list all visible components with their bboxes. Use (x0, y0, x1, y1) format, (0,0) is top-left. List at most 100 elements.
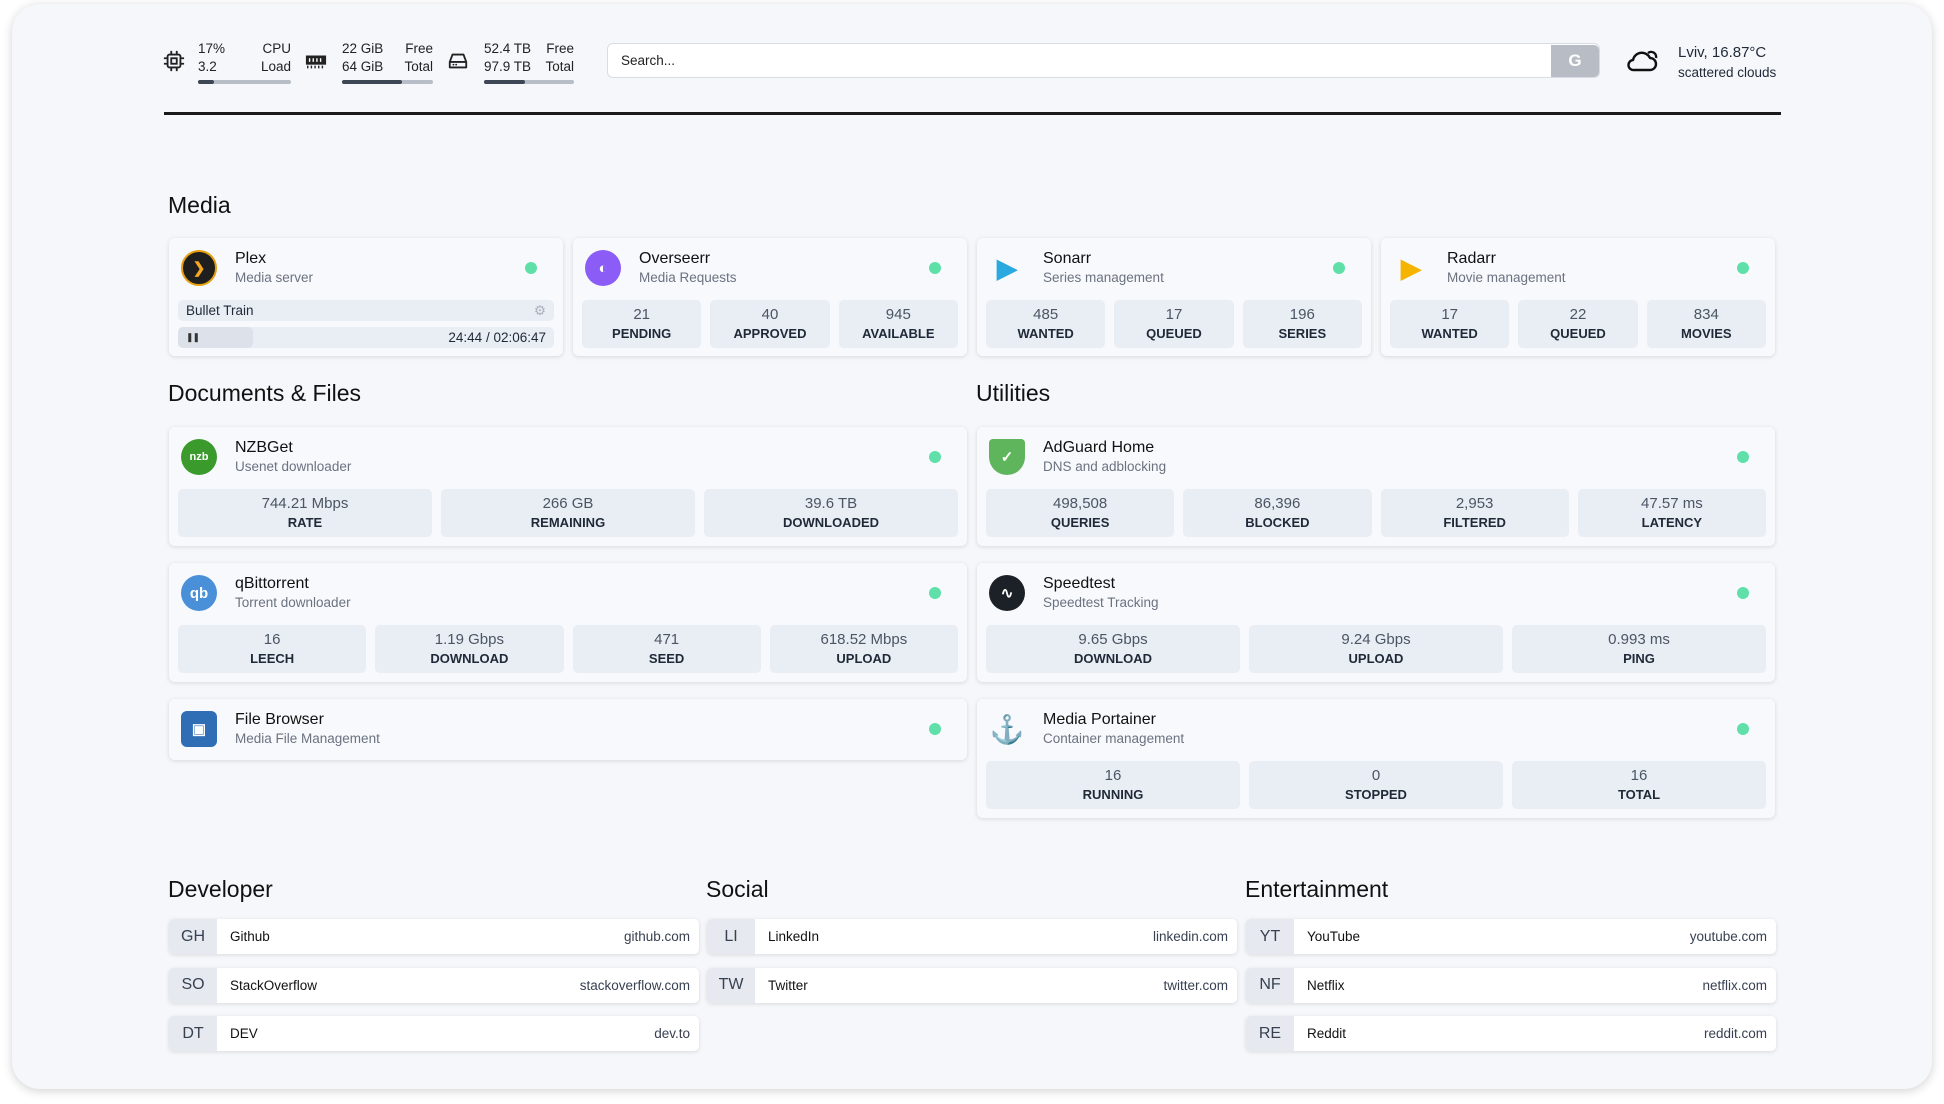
bookmark-abbr: TW (707, 967, 755, 1003)
service-title[interactable]: Speedtest (1043, 575, 1116, 592)
card-text: Sonarr Series management (1043, 249, 1333, 287)
search-input[interactable] (608, 53, 1551, 68)
service-title[interactable]: NZBGet (235, 439, 293, 456)
service-card-speedtest[interactable]: ∿ Speedtest Speedtest Tracking 9.65 Gbps DOW… (977, 563, 1775, 682)
card-text: qBittorrent Torrent downloader (235, 574, 929, 612)
stat-label: PENDING (612, 326, 672, 341)
bookmark-name: Netflix (1307, 977, 1345, 993)
pause-icon[interactable]: ❚❚ (186, 332, 200, 342)
stat-wanted: 485 WANTED (986, 300, 1106, 348)
stat-label: AVAILABLE (862, 326, 935, 341)
stat-label: REMAINING (530, 515, 606, 530)
service-title[interactable]: Radarr (1447, 250, 1496, 267)
service-title[interactable]: Plex (235, 250, 267, 267)
stat-label: UPLOAD (1348, 651, 1404, 666)
card-header: ▶ Radarr Movie management (1393, 250, 1763, 286)
stats-row: 21 PENDING 40 APPROVED 945 AVAILABLE (582, 300, 958, 348)
status-online-indicator (929, 451, 941, 463)
bookmark-name: DEV (230, 1026, 258, 1041)
stat-available: 945 AVAILABLE (838, 300, 958, 348)
card-header: ∿ Speedtest Speedtest Tracking (989, 575, 1763, 611)
bookmark-dev[interactable]: DT DEV dev.to (169, 1016, 699, 1051)
card-text: AdGuard Home DNS and adblocking (1043, 438, 1737, 476)
service-card-radarr[interactable]: ▶ Radarr Movie management 17 WANTED 22 QUEUED 8… (1381, 238, 1775, 356)
service-title[interactable]: qBittorrent (235, 575, 309, 592)
stats-row: 17 WANTED 22 QUEUED 834 MOVIES (1390, 300, 1766, 348)
weather-widget: Lviv, 16.87°C scattered clouds (1678, 43, 1776, 83)
stat-value: 9.24 Gbps (1341, 631, 1411, 648)
usage-fill (484, 80, 526, 84)
status-online-indicator (929, 723, 941, 735)
stat-download: 9.65 Gbps DOWNLOAD (986, 625, 1240, 673)
service-card-portainer[interactable]: ⚓ Media Portainer Container management 16 RU… (977, 699, 1775, 818)
service-card-qbittorrent[interactable]: qb qBittorrent Torrent downloader 16 LEECH 1.… (169, 563, 967, 682)
total-label: Total (545, 59, 574, 74)
bookmark-youtube[interactable]: YT YouTube youtube.com (1246, 919, 1776, 954)
status-online-indicator (929, 587, 941, 599)
bookmark-url: netflix.com (1702, 977, 1767, 993)
service-card-plex[interactable]: ❯ Plex Media server Bullet Train ⚙ ❚❚ 24:44 / … (169, 238, 563, 356)
stat-filtered: 2,953 FILTERED (1380, 489, 1569, 537)
bookmark-reddit[interactable]: RE Reddit reddit.com (1246, 1016, 1776, 1051)
load-label: Load (260, 59, 291, 74)
cloud-sun-icon (1627, 50, 1658, 72)
stats-row: 498,508 QUERIES 86,396 BLOCKED 2,953 FILTERED… (986, 489, 1766, 537)
speedtest-icon: ∿ (989, 575, 1025, 611)
bookmark-twitter[interactable]: TW Twitter twitter.com (707, 967, 1237, 1003)
service-title[interactable]: Overseerr (639, 250, 711, 267)
service-title[interactable]: AdGuard Home (1043, 439, 1155, 456)
service-title[interactable]: Sonarr (1043, 250, 1092, 267)
stats-row: 485 WANTED 17 QUEUED 196 SERIES (986, 300, 1362, 348)
stat-value: 16 (1630, 767, 1648, 784)
bookmark-url: stackoverflow.com (579, 977, 690, 993)
bookmark-url: twitter.com (1163, 977, 1228, 993)
section-title-social: Social (706, 876, 769, 902)
stat-label: PING (1623, 651, 1655, 666)
weather-description: scattered clouds (1678, 65, 1777, 80)
service-card-nzbget[interactable]: nzb NZBGet Usenet downloader 744.21 Mbps RAT… (169, 427, 967, 546)
stat-label: DOWNLOADED (782, 515, 880, 530)
service-card-adguard[interactable]: ✓ AdGuard Home DNS and adblocking 498,508 QU… (977, 427, 1775, 546)
service-title[interactable]: File Browser (235, 711, 324, 728)
service-card-overseerr[interactable]: ◐ Overseerr Media Requests 21 PENDING 40 APPRO… (573, 238, 967, 356)
bookmark-stackoverflow[interactable]: SO StackOverflow stackoverflow.com (169, 967, 699, 1003)
card-header: ⚓ Media Portainer Container management (989, 711, 1763, 747)
now-playing-row[interactable]: Bullet Train ⚙ (178, 300, 554, 321)
service-title[interactable]: Media Portainer (1043, 711, 1156, 728)
bookmark-name: LinkedIn (768, 929, 820, 944)
stat-value: 40 (761, 306, 779, 323)
stat-stopped: 0 STOPPED (1249, 761, 1503, 809)
card-header: ▣ File Browser Media File Management (181, 711, 955, 747)
memory-free: 22 GiB (342, 41, 384, 56)
stat-value: 16 (1104, 767, 1122, 784)
stat-upload: 9.24 Gbps UPLOAD (1249, 625, 1503, 673)
adguard-shield-icon: ✓ (989, 439, 1025, 475)
stream-settings-icon[interactable]: ⚙ (533, 302, 546, 318)
bookmark-name: StackOverflow (230, 977, 318, 993)
service-card-filebrowser[interactable]: ▣ File Browser Media File Management (169, 699, 967, 760)
stat-value: 266 GB (542, 495, 594, 512)
service-subtitle: Container management (1043, 731, 1185, 746)
bookmark-name: YouTube (1307, 929, 1361, 944)
google-search-button[interactable]: G (1551, 44, 1599, 77)
card-text: Speedtest Speedtest Tracking (1043, 574, 1737, 612)
card-header: qb qBittorrent Torrent downloader (181, 575, 955, 611)
service-subtitle: Torrent downloader (235, 595, 351, 610)
service-card-sonarr[interactable]: ▶ Sonarr Series management 485 WANTED 17 QUEUE… (977, 238, 1371, 356)
status-online-indicator (1737, 451, 1749, 463)
stats-row: 744.21 Mbps RATE 266 GB REMAINING 39.6 TB DOW… (178, 489, 958, 537)
playback-progress[interactable]: ❚❚ 24:44 / 02:06:47 (178, 327, 554, 348)
stat-queries: 498,508 QUERIES (986, 489, 1175, 537)
stat-movies: 834 MOVIES (1646, 300, 1766, 348)
stats-row: 16 RUNNING 0 STOPPED 16 TOTAL (986, 761, 1766, 809)
bookmark-linkedin[interactable]: LI LinkedIn linkedin.com (707, 919, 1237, 954)
cpu-usage: 17% (198, 41, 226, 56)
card-header: ◐ Overseerr Media Requests (585, 250, 955, 286)
status-online-indicator (1333, 262, 1345, 274)
stat-value: 834 (1693, 306, 1719, 323)
bookmark-github[interactable]: GH Github github.com (169, 919, 699, 954)
bookmark-netflix[interactable]: NF Netflix netflix.com (1246, 967, 1776, 1003)
memory-total: 64 GiB (342, 59, 384, 74)
bookmark-url: linkedin.com (1152, 929, 1228, 944)
stat-label: QUEUED (1550, 326, 1606, 341)
